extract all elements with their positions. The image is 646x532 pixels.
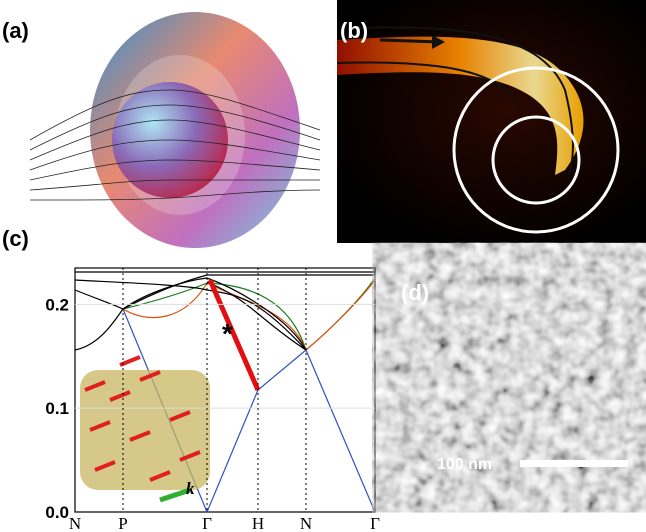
x-tick-label: N bbox=[69, 514, 81, 532]
band-plot: * k bbox=[74, 267, 376, 513]
panel-a-image bbox=[29, 12, 321, 248]
panel-label: (c) bbox=[2, 226, 29, 251]
x-tick-label: Γ bbox=[370, 514, 380, 532]
y-tick-label: 0.2 bbox=[45, 295, 69, 314]
annotation: k bbox=[186, 479, 195, 498]
panel-label: (b) bbox=[340, 18, 368, 43]
panel-d-image bbox=[397, 265, 646, 490]
x-tick-label: N bbox=[300, 514, 312, 532]
y-tick-label: 0.1 bbox=[45, 399, 69, 418]
annotation: * bbox=[222, 318, 233, 349]
y-tick-label: 0.0 bbox=[45, 503, 69, 522]
x-tick-label: P bbox=[118, 514, 127, 532]
x-tick-label: H bbox=[252, 514, 264, 532]
panel-b-image bbox=[336, 0, 646, 243]
panel-label: (a) bbox=[2, 18, 29, 43]
panel-label: (d) bbox=[401, 280, 429, 305]
x-tick-label: Γ bbox=[202, 514, 212, 532]
scale-bar-label: 100 nm bbox=[437, 456, 492, 473]
